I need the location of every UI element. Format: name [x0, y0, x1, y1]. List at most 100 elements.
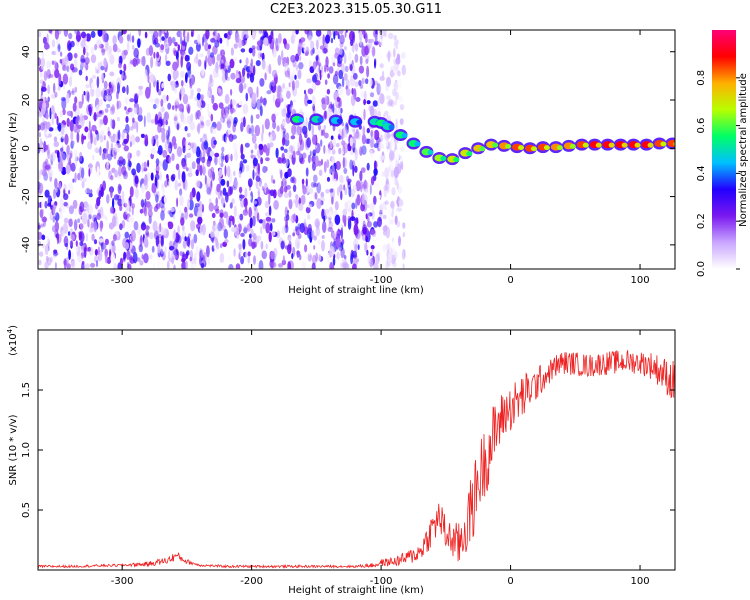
noise-blob: [295, 125, 301, 136]
noise-blob: [259, 105, 263, 117]
noise-blob: [244, 187, 248, 199]
noise-blob: [213, 140, 217, 145]
noise-blob: [64, 68, 69, 74]
noise-blob: [97, 246, 100, 256]
noise-blob: [137, 38, 141, 48]
noise-blob: [393, 58, 396, 65]
noise-blob: [313, 191, 317, 200]
noise-blob: [366, 127, 370, 134]
noise-blob: [196, 99, 202, 108]
noise-blob: [256, 45, 262, 51]
noise-blob: [343, 167, 348, 174]
noise-blob: [110, 142, 113, 150]
noise-blob: [58, 73, 62, 86]
noise-blob: [117, 55, 120, 64]
noise-blob: [89, 228, 95, 233]
noise-blob: [130, 230, 136, 242]
noise-blob: [345, 122, 349, 131]
noise-blob: [360, 167, 366, 173]
noise-blob: [243, 197, 248, 208]
noise-blob: [131, 206, 134, 216]
noise-blob: [41, 234, 46, 241]
noise-blob: [190, 113, 194, 123]
noise-blob: [224, 93, 230, 105]
noise-blob: [80, 31, 87, 39]
noise-blob: [228, 152, 231, 163]
noise-blob: [196, 191, 201, 202]
noise-blob: [85, 233, 88, 242]
noise-blob: [295, 198, 299, 208]
noise-blob: [298, 133, 303, 146]
noise-blob: [193, 56, 199, 64]
noise-blob: [173, 213, 176, 220]
noise-blob: [188, 46, 194, 55]
noise-blob: [43, 96, 46, 102]
noise-blob: [327, 227, 333, 232]
noise-blob: [331, 196, 334, 205]
noise-blob: [91, 233, 95, 242]
noise-blob: [400, 155, 403, 164]
noise-blob: [369, 149, 374, 159]
noise-blob: [246, 72, 250, 79]
noise-blob: [295, 226, 300, 236]
noise-blob: [290, 34, 296, 45]
noise-blob: [224, 165, 227, 177]
noise-blob: [160, 210, 165, 221]
noise-blob: [378, 37, 384, 47]
noise-blob: [57, 183, 62, 190]
noise-blob: [117, 143, 122, 149]
noise-blob: [295, 64, 299, 72]
noise-blob: [248, 47, 253, 54]
noise-blob: [78, 69, 83, 76]
noise-blob: [383, 185, 389, 192]
noise-blob: [245, 164, 250, 172]
noise-blob: [260, 157, 263, 165]
noise-blob: [161, 82, 165, 89]
noise-blob: [257, 187, 261, 198]
noise-blob: [388, 216, 391, 225]
noise-blob: [190, 239, 195, 250]
noise-blob: [147, 74, 150, 84]
noise-blob: [59, 59, 63, 64]
noise-blob: [187, 55, 190, 62]
noise-blob: [243, 225, 248, 235]
noise-blob: [78, 223, 84, 230]
noise-blob: [165, 60, 171, 66]
noise-blob: [361, 145, 367, 156]
noise-blob: [93, 111, 97, 122]
noise-blob: [160, 99, 164, 107]
noise-blob: [297, 69, 302, 80]
noise-blob: [379, 84, 382, 95]
noise-blob: [103, 135, 106, 141]
noise-blob: [224, 68, 228, 81]
noise-blob: [116, 100, 119, 110]
noise-blob: [376, 48, 382, 61]
noise-blob: [224, 60, 229, 72]
noise-blob: [321, 240, 325, 252]
noise-blob: [390, 161, 394, 167]
noise-blob: [233, 180, 239, 188]
noise-blob: [90, 133, 93, 145]
noise-blob: [88, 213, 92, 220]
noise-blob: [75, 240, 78, 247]
noise-blob: [54, 91, 58, 98]
noise-blob: [243, 82, 247, 90]
noise-blob: [244, 142, 250, 148]
noise-blob: [95, 129, 98, 135]
noise-blob: [99, 146, 102, 156]
noise-blob: [354, 81, 359, 88]
noise-blob: [252, 47, 256, 57]
noise-blob: [312, 161, 316, 172]
noise-blob: [53, 136, 58, 143]
noise-blob: [247, 86, 253, 95]
noise-blob: [38, 30, 42, 38]
noise-blob: [196, 87, 202, 93]
noise-blob: [323, 124, 326, 130]
noise-blob: [136, 103, 140, 116]
noise-blob: [317, 124, 321, 131]
noise-blob: [62, 83, 66, 90]
noise-blob: [202, 223, 207, 234]
noise-blob: [228, 263, 234, 269]
noise-blob: [101, 48, 106, 56]
noise-blob: [181, 171, 186, 183]
